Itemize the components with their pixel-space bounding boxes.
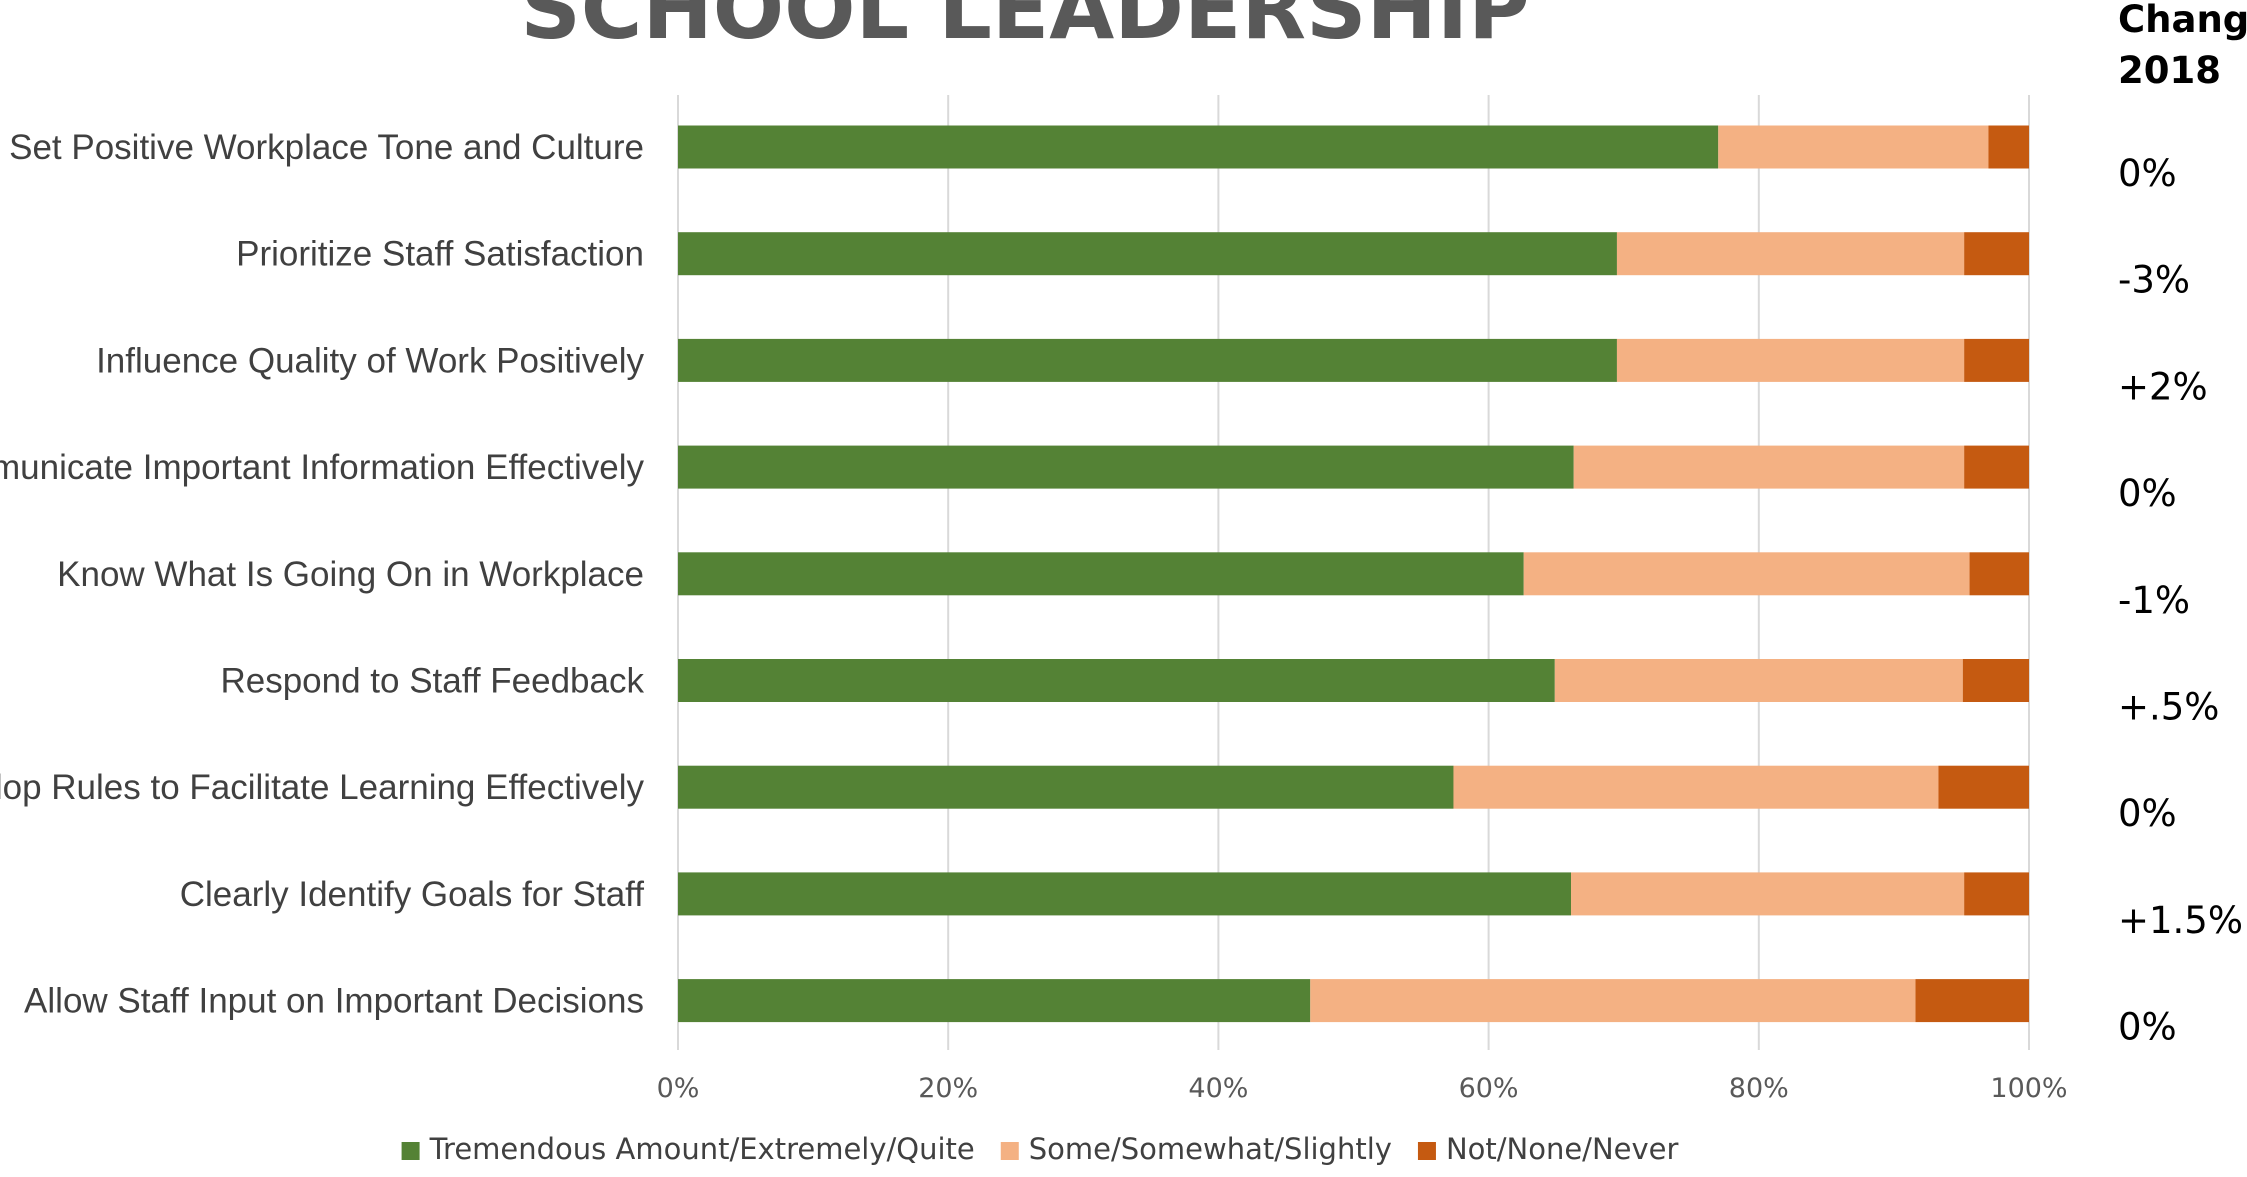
category-label: Prioritize Staff Satisfaction	[236, 235, 644, 274]
change-value: -3%	[2118, 259, 2190, 302]
category-label: Clearly Identify Goals for Staff	[180, 875, 645, 914]
legend-swatch	[1417, 1142, 1436, 1160]
bars	[678, 125, 2029, 1023]
category-label: Know What Is Going On in Workplace	[57, 555, 644, 594]
bar-segment	[1453, 765, 1939, 809]
bar-segment	[1938, 765, 2029, 809]
bar-segment	[678, 552, 1524, 596]
change-column-header: Change	[2118, 0, 2247, 41]
bar-segment	[678, 765, 1454, 809]
change-value: +1.5%	[2118, 899, 2243, 942]
legend-label: Not/None/Never	[1446, 1132, 1679, 1166]
bar-segment	[1616, 232, 1965, 276]
bar-segment	[1969, 552, 2029, 596]
bar-segment	[678, 872, 1572, 916]
bar-segment	[678, 338, 1617, 382]
bar-segment	[678, 979, 1311, 1023]
change-value: 0%	[2118, 792, 2177, 835]
bar-segment	[1571, 872, 1965, 916]
change-values: 0% -3% +2% 0% -1% +.5% 0% +1.5% 0%	[2118, 152, 2243, 1049]
bar-segment	[1964, 338, 2029, 382]
bar-segment	[1718, 125, 1989, 169]
bar-segment	[678, 232, 1617, 276]
category-labels: Set Positive Workplace Tone and Culture P…	[0, 128, 644, 1021]
category-label: Allow Staff Input on Important Decisions	[24, 982, 644, 1021]
legend-swatch	[1000, 1142, 1019, 1160]
bar-segment	[678, 125, 1719, 169]
x-tick-label: 60%	[1459, 1073, 1519, 1104]
legend-swatch	[401, 1142, 420, 1160]
legend-label: Some/Somewhat/Slightly	[1029, 1132, 1392, 1166]
x-tick-label: 80%	[1729, 1073, 1789, 1104]
category-label: Respond to Staff Feedback	[220, 662, 644, 701]
change-column-header-year: 2018	[2118, 49, 2221, 92]
legend-label: Tremendous Amount/Extremely/Quite	[429, 1132, 975, 1166]
bar-segment	[1964, 232, 2029, 276]
legend: Tremendous Amount/Extremely/Quite Some/So…	[401, 1132, 1679, 1166]
change-value: 0%	[2118, 152, 2177, 195]
bar-segment	[1962, 659, 2029, 702]
x-tick-label: 40%	[1188, 1073, 1248, 1104]
bar-segment	[678, 445, 1574, 489]
bar-segment	[678, 659, 1555, 702]
legend-item: Tremendous Amount/Extremely/Quite	[401, 1132, 975, 1166]
category-label: Develop Rules to Facilitate Learning Eff…	[0, 768, 644, 807]
change-value: +.5%	[2118, 686, 2219, 729]
x-axis-ticks: 0% 20% 40% 60% 80% 100%	[657, 1073, 2068, 1104]
bar-segment	[1964, 872, 2029, 916]
change-value: -1%	[2118, 579, 2190, 622]
bar-segment	[1988, 125, 2029, 169]
category-label: Set Positive Workplace Tone and Culture	[9, 128, 644, 167]
change-value: +2%	[2118, 365, 2208, 408]
bar-segment	[1616, 338, 1965, 382]
change-value: 0%	[2118, 1006, 2177, 1049]
bar-segment	[1915, 979, 2029, 1023]
category-label: Communicate Important Information Effect…	[0, 448, 644, 487]
x-tick-label: 0%	[657, 1073, 700, 1104]
bar-segment	[1573, 445, 1965, 489]
bar-segment	[1554, 659, 1963, 702]
x-tick-label: 100%	[1990, 1073, 2067, 1104]
legend-item: Some/Somewhat/Slightly	[1000, 1132, 1392, 1166]
bar-segment	[1523, 552, 1970, 596]
chart-title: SCHOOL LEADERSHIP	[520, 0, 1529, 58]
x-tick-label: 20%	[918, 1073, 978, 1104]
legend-item: Not/None/Never	[1417, 1132, 1679, 1166]
category-label: Influence Quality of Work Positively	[96, 341, 644, 380]
bar-segment	[1310, 979, 1916, 1023]
change-value: 0%	[2118, 472, 2177, 515]
bar-segment	[1964, 445, 2029, 489]
